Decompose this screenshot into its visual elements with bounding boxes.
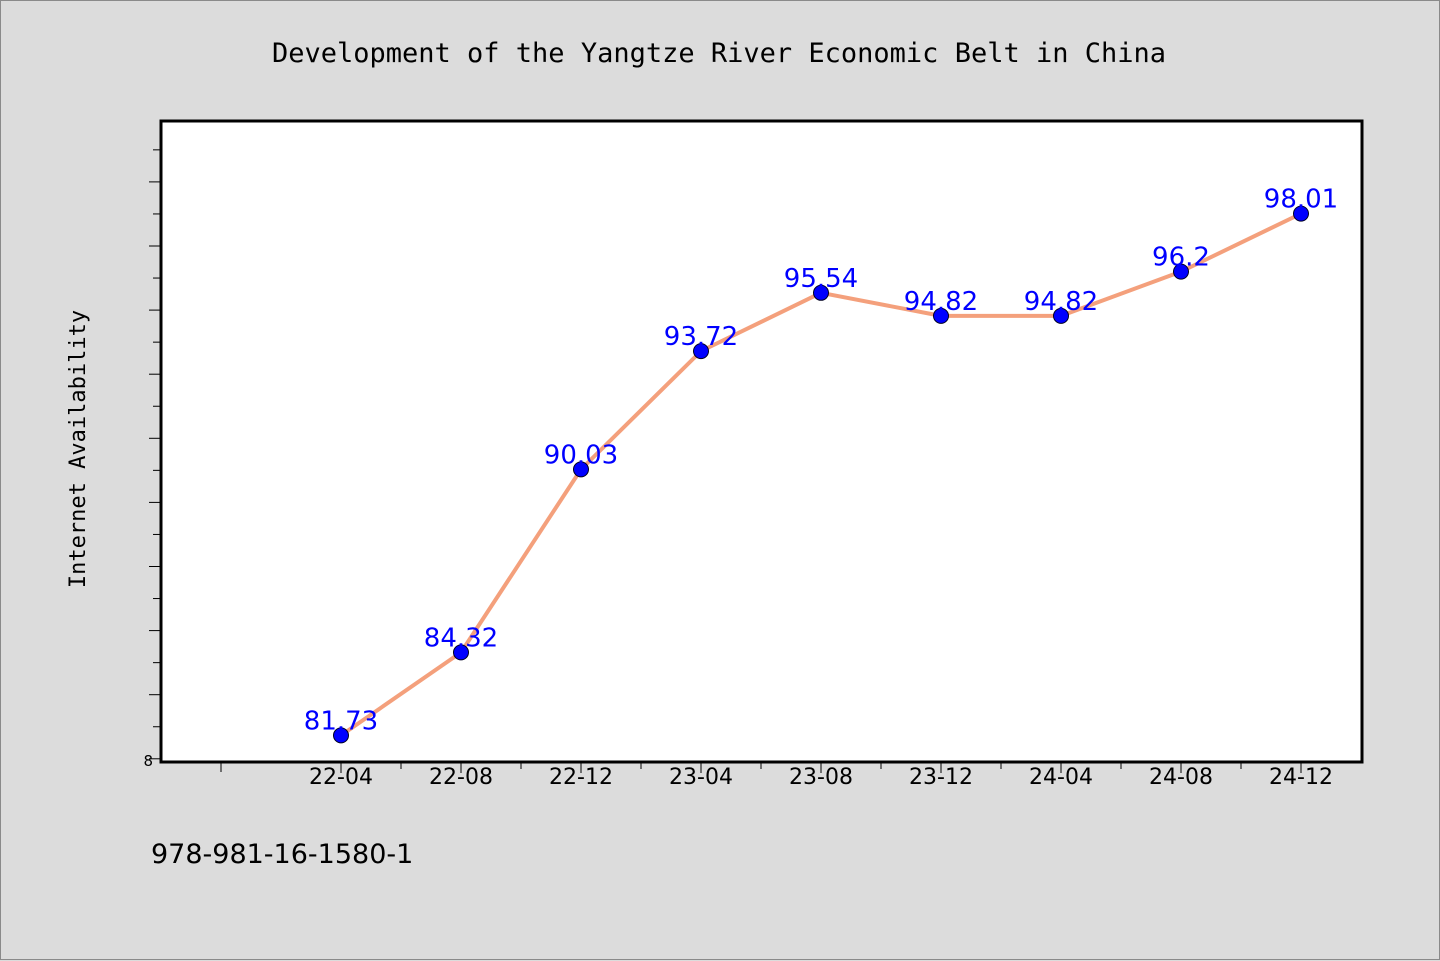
data-point xyxy=(453,644,469,661)
data-point xyxy=(1053,307,1069,324)
data-label: 96.2 xyxy=(1152,243,1210,273)
data-point xyxy=(693,343,709,360)
x-tick-label: 22-08 xyxy=(429,765,493,790)
x-axis-ticks: 22-04 22-08 22-12 23-04 23-08 23-12 24-04 24-08… xyxy=(220,762,1333,790)
data-label: 81.73 xyxy=(304,706,378,736)
x-tick-label: 22-12 xyxy=(549,765,613,790)
series-group: 81.73 84.32 90.03 93.72 95.54 94.82 94.82 96.2 9… xyxy=(304,185,1338,744)
x-tick-label: 24-12 xyxy=(1269,765,1333,790)
data-label: 98.01 xyxy=(1264,185,1338,215)
data-point xyxy=(933,307,949,324)
x-tick-label: 24-08 xyxy=(1149,765,1213,790)
data-point xyxy=(1293,205,1309,222)
chart-title: Development of the Yangtze River Economi… xyxy=(272,38,1166,69)
plot-area xyxy=(161,121,1362,762)
isbn-footer: 978-981-16-1580-1 xyxy=(151,839,413,870)
data-label: 90.03 xyxy=(544,440,618,470)
data-label: 84.32 xyxy=(424,623,498,653)
data-point xyxy=(573,461,589,478)
data-label: 93.72 xyxy=(664,322,738,352)
x-tick-label: 23-12 xyxy=(909,765,973,790)
data-point xyxy=(1173,263,1189,280)
data-point xyxy=(333,727,349,744)
x-tick-label: 22-04 xyxy=(309,765,373,790)
x-tick-label: 23-04 xyxy=(669,765,733,790)
x-tick-label: 24-04 xyxy=(1029,765,1093,790)
y-axis-ticks xyxy=(149,149,161,760)
y-axis-min-label: 8 xyxy=(143,752,153,770)
data-label: 94.82 xyxy=(904,287,978,317)
data-point xyxy=(813,284,829,301)
y-axis-label: Internet Availability xyxy=(66,310,91,588)
plot-border xyxy=(159,119,1364,764)
x-tick-label: 23-08 xyxy=(789,765,853,790)
data-label: 94.82 xyxy=(1024,287,1098,317)
data-label: 95.54 xyxy=(784,264,858,294)
